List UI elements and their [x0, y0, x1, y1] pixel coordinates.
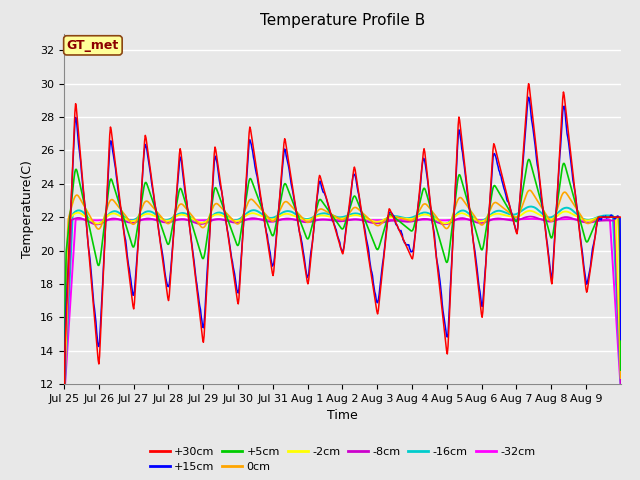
- +30cm: [60, 471, 68, 477]
- Y-axis label: Temperature(C): Temperature(C): [22, 160, 35, 258]
- -32cm: [529, 216, 536, 222]
- 0cm: [431, 212, 439, 218]
- Line: +5cm: +5cm: [64, 159, 621, 450]
- +15cm: [228, 256, 236, 262]
- +30cm: [525, 81, 532, 86]
- Line: +30cm: +30cm: [64, 84, 621, 474]
- -2cm: [525, 208, 533, 214]
- -32cm: [255, 216, 263, 222]
- -32cm: [431, 217, 439, 223]
- 0cm: [228, 216, 236, 222]
- -2cm: [617, 375, 625, 381]
- +15cm: [617, 336, 625, 342]
- +5cm: [400, 222, 408, 228]
- -8cm: [526, 214, 534, 219]
- -16cm: [125, 217, 133, 223]
- +5cm: [228, 228, 236, 233]
- +5cm: [525, 156, 532, 162]
- +30cm: [431, 242, 439, 248]
- -8cm: [400, 218, 408, 224]
- -2cm: [400, 216, 408, 221]
- Line: -2cm: -2cm: [64, 211, 621, 404]
- -16cm: [228, 216, 236, 222]
- +15cm: [400, 238, 408, 243]
- Title: Temperature Profile B: Temperature Profile B: [260, 13, 425, 28]
- +5cm: [431, 220, 439, 226]
- -16cm: [276, 211, 284, 217]
- -8cm: [255, 216, 263, 222]
- -16cm: [617, 382, 625, 387]
- Line: +15cm: +15cm: [64, 97, 621, 462]
- -2cm: [431, 216, 439, 221]
- +30cm: [617, 214, 625, 220]
- -2cm: [255, 212, 263, 218]
- Line: 0cm: 0cm: [64, 190, 621, 480]
- X-axis label: Time: Time: [327, 409, 358, 422]
- -2cm: [228, 216, 236, 222]
- +5cm: [276, 199, 284, 205]
- -16cm: [255, 209, 263, 215]
- +15cm: [276, 188, 284, 194]
- Line: -8cm: -8cm: [64, 216, 621, 404]
- +5cm: [255, 198, 263, 204]
- -32cm: [125, 217, 133, 223]
- +5cm: [60, 447, 68, 453]
- +30cm: [276, 186, 284, 192]
- Line: -16cm: -16cm: [64, 206, 621, 403]
- -8cm: [617, 381, 625, 387]
- +30cm: [400, 238, 408, 243]
- Legend: +30cm, +15cm, +5cm, 0cm, -2cm, -8cm, -16cm, -32cm: +30cm, +15cm, +5cm, 0cm, -2cm, -8cm, -16…: [145, 442, 540, 477]
- 0cm: [276, 206, 284, 212]
- +30cm: [125, 274, 133, 279]
- +15cm: [60, 459, 68, 465]
- -16cm: [400, 215, 408, 221]
- Text: GT_met: GT_met: [67, 39, 119, 52]
- +30cm: [255, 184, 263, 190]
- 0cm: [255, 204, 263, 210]
- -16cm: [60, 400, 68, 406]
- +5cm: [617, 367, 625, 373]
- Line: -32cm: -32cm: [64, 219, 621, 402]
- -8cm: [125, 220, 133, 226]
- -32cm: [60, 399, 68, 405]
- +15cm: [525, 95, 532, 100]
- -8cm: [431, 218, 439, 224]
- -32cm: [276, 216, 284, 222]
- -2cm: [125, 218, 133, 224]
- -32cm: [617, 388, 625, 394]
- -8cm: [60, 401, 68, 407]
- +15cm: [125, 266, 133, 272]
- +5cm: [125, 233, 133, 239]
- -8cm: [276, 217, 284, 223]
- 0cm: [617, 375, 625, 381]
- 0cm: [400, 216, 408, 222]
- 0cm: [125, 218, 133, 224]
- -2cm: [60, 401, 68, 407]
- -16cm: [431, 215, 439, 221]
- -16cm: [527, 204, 534, 209]
- +15cm: [431, 238, 439, 244]
- -32cm: [400, 217, 408, 223]
- +15cm: [255, 187, 263, 192]
- 0cm: [525, 187, 533, 193]
- -32cm: [228, 217, 236, 223]
- +30cm: [228, 258, 236, 264]
- -8cm: [228, 219, 236, 225]
- -2cm: [276, 213, 284, 219]
